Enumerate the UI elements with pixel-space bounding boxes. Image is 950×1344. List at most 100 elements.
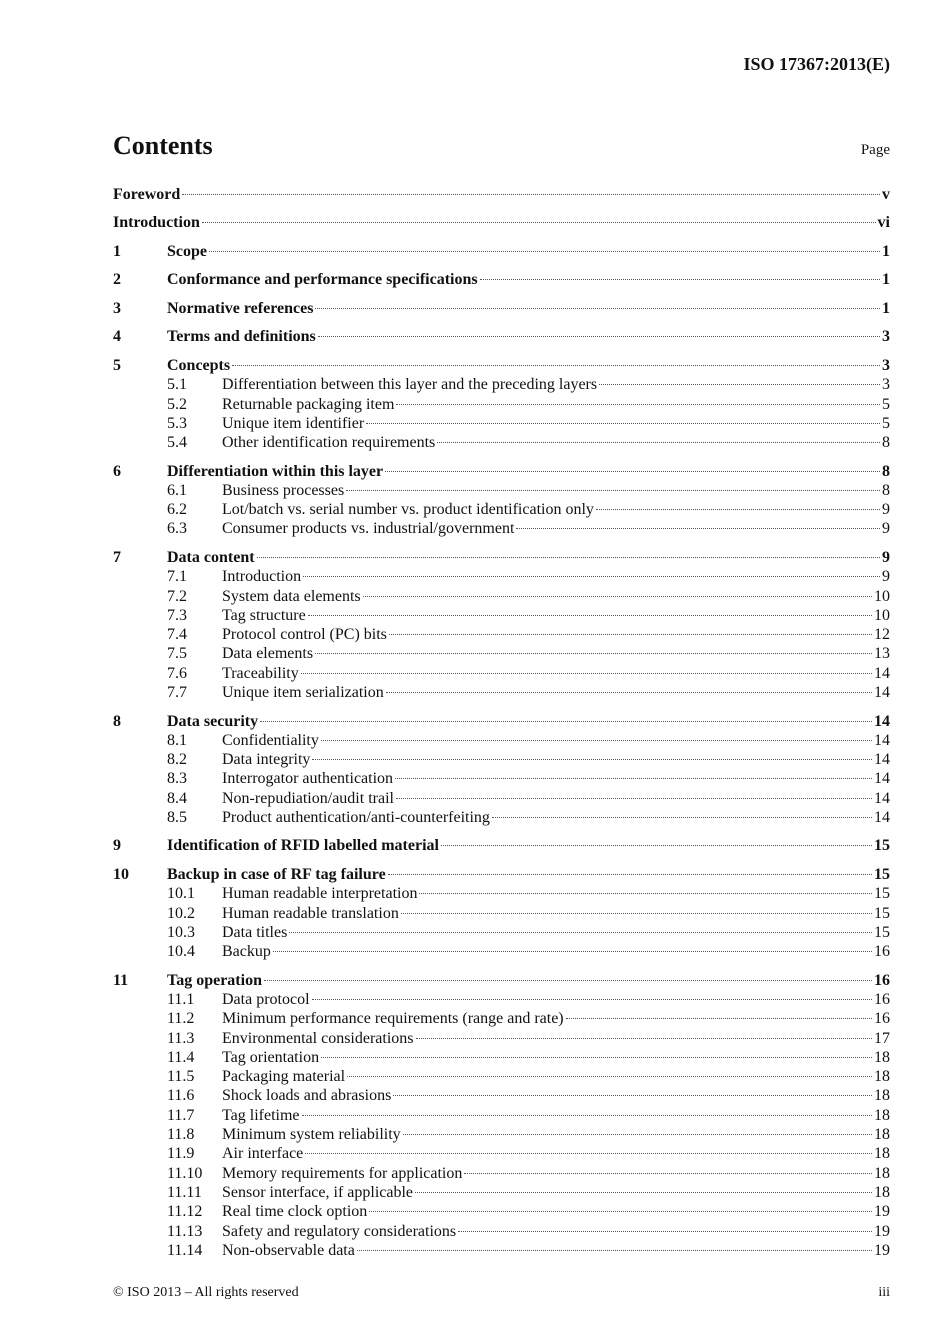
dot-leader	[599, 384, 880, 386]
toc-subentry[interactable]: 11.4 Tag orientation 18	[113, 1048, 890, 1067]
toc-page: 13	[874, 645, 890, 663]
toc-number: 7.6	[167, 664, 187, 682]
toc-entry[interactable]: 2 Conformance and performance specificati…	[113, 270, 890, 289]
toc-page: 9	[882, 568, 890, 586]
toc-subentry[interactable]: 7.5 Data elements 13	[113, 644, 890, 663]
toc-title: Non-observable data	[222, 1241, 355, 1259]
toc-page: 15	[874, 837, 890, 855]
dot-leader	[307, 614, 872, 616]
toc-subentry[interactable]: 11.14 Non-observable data 19	[113, 1241, 890, 1260]
toc-page: 15	[874, 885, 890, 903]
toc-subentry[interactable]: 11.11 Sensor interface, if applicable 18	[113, 1183, 890, 1202]
dot-leader	[356, 1249, 872, 1251]
toc-subentry[interactable]: 10.2 Human readable translation 15	[113, 904, 890, 923]
toc-subentry[interactable]: 6.3 Consumer products vs. industrial/gove…	[113, 519, 890, 538]
toc-subentry[interactable]: 11.12 Real time clock option 19	[113, 1202, 890, 1221]
toc-number: 8.4	[167, 789, 187, 807]
toc-entry[interactable]: Introduction vi	[113, 213, 890, 232]
toc-title: Data titles	[222, 923, 288, 941]
toc-subentry[interactable]: 7.7 Unique item serialization 14	[113, 683, 890, 702]
toc-subentry[interactable]: 11.1 Data protocol 16	[113, 990, 890, 1009]
toc-subentry[interactable]: 7.3 Tag structure 10	[113, 606, 890, 625]
toc-subentry[interactable]: 5.3 Unique item identifier 5	[113, 414, 890, 433]
toc-subentry[interactable]: 11.13 Safety and regulatory consideration…	[113, 1222, 890, 1241]
dot-leader	[393, 1095, 872, 1097]
toc-subentry[interactable]: 6.2 Lot/batch vs. serial number vs. produ…	[113, 500, 890, 519]
toc-subentry[interactable]: 11.6 Shock loads and abrasions 18	[113, 1086, 890, 1105]
toc-entry[interactable]: 9 Identification of RFID labelled materia…	[113, 836, 890, 855]
toc-title: Packaging material	[222, 1068, 346, 1086]
toc-page: 1	[882, 271, 890, 289]
toc-page: 17	[874, 1029, 890, 1047]
toc-entry[interactable]: 8 Data security 14	[113, 712, 890, 731]
toc-subentry[interactable]: 5.4 Other identification requirements 8	[113, 433, 890, 452]
toc-entry[interactable]: 11 Tag operation 16	[113, 971, 890, 990]
toc-subentry[interactable]: 11.7 Tag lifetime 18	[113, 1106, 890, 1125]
toc-title: Human readable translation	[222, 904, 399, 922]
toc-subentry[interactable]: 11.9 Air interface 18	[113, 1144, 890, 1163]
toc-entry[interactable]: 3 Normative references 1	[113, 299, 890, 318]
toc-subentry[interactable]: 8.1 Confidentiality 14	[113, 731, 890, 750]
dot-leader	[263, 979, 872, 981]
toc-number: 11.14	[167, 1241, 203, 1259]
toc-number: 11.2	[167, 1010, 195, 1028]
toc-subentry[interactable]: 11.5 Packaging material 18	[113, 1067, 890, 1086]
toc-title: Memory requirements for application	[222, 1164, 463, 1182]
toc-page: 19	[874, 1241, 890, 1259]
toc-subentry[interactable]: 8.2 Data integrity 14	[113, 750, 890, 769]
dot-leader	[315, 653, 872, 655]
toc-title: Protocol control (PC) bits	[222, 626, 387, 644]
toc-entry[interactable]: 6 Differentiation within this layer 8	[113, 462, 890, 481]
toc-title: Tag operation	[167, 971, 262, 989]
toc-subentry[interactable]: 5.2 Returnable packaging item 5	[113, 395, 890, 414]
toc-entry[interactable]: 10 Backup in case of RF tag failure 15	[113, 865, 890, 884]
dot-leader	[346, 489, 880, 491]
toc-subentry[interactable]: 11.2 Minimum performance requirements (ra…	[113, 1009, 890, 1028]
toc-subentry[interactable]: 11.10 Memory requirements for application…	[113, 1164, 890, 1183]
toc-page: 19	[874, 1222, 890, 1240]
toc-page: 14	[874, 751, 890, 769]
dot-leader	[415, 1037, 872, 1039]
toc-number: 5.3	[167, 414, 187, 432]
toc-number: 11.9	[167, 1145, 195, 1163]
toc-subentry[interactable]: 6.1 Business processes 8	[113, 481, 890, 500]
dot-leader	[595, 509, 880, 511]
toc-subentry[interactable]: 7.4 Protocol control (PC) bits 12	[113, 625, 890, 644]
dot-leader	[301, 1114, 872, 1116]
toc-number: 4	[113, 328, 121, 346]
toc-number: 7	[113, 548, 121, 566]
toc-page: 19	[874, 1203, 890, 1221]
toc-page: 8	[882, 481, 890, 499]
toc-number: 7.5	[167, 645, 187, 663]
toc-subentry[interactable]: 11.3 Environmental considerations 17	[113, 1029, 890, 1048]
toc-entry[interactable]: 4 Terms and definitions 3	[113, 327, 890, 346]
dot-leader	[491, 817, 872, 818]
toc-page: 16	[874, 943, 890, 961]
toc-title: System data elements	[222, 587, 361, 605]
toc-subentry[interactable]: 11.8 Minimum system reliability 18	[113, 1125, 890, 1144]
toc-subentry[interactable]: 8.3 Interrogator authentication 14	[113, 769, 890, 788]
toc-entry[interactable]: 1 Scope 1	[113, 242, 890, 261]
toc-subentry[interactable]: 8.5 Product authentication/anti-counterfe…	[113, 808, 890, 827]
toc-page: 18	[874, 1048, 890, 1066]
dot-leader	[300, 672, 872, 674]
toc-number: 11.8	[167, 1126, 195, 1144]
toc-entry[interactable]: Foreword v	[113, 185, 890, 204]
toc-page: 16	[874, 990, 890, 1008]
toc-subentry[interactable]: 5.1 Differentiation between this layer an…	[113, 375, 890, 394]
dot-leader	[317, 336, 880, 338]
toc-subentry[interactable]: 7.6 Traceability 14	[113, 664, 890, 683]
toc-number: 11.3	[167, 1029, 195, 1047]
toc-subentry[interactable]: 10.1 Human readable interpretation 15	[113, 884, 890, 903]
toc-subentry[interactable]: 10.3 Data titles 15	[113, 923, 890, 942]
toc-title: Unique item serialization	[222, 684, 384, 702]
toc-number: 11	[113, 971, 129, 989]
toc-subentry[interactable]: 7.1 Introduction 9	[113, 567, 890, 586]
toc-entry[interactable]: 7 Data content 9	[113, 548, 890, 567]
toc-number: 11.5	[167, 1068, 195, 1086]
toc-subentry[interactable]: 7.2 System data elements 10	[113, 587, 890, 606]
toc-entry[interactable]: 5 Concepts 3	[113, 356, 890, 375]
toc-subentry[interactable]: 8.4 Non-repudiation/audit trail 14	[113, 789, 890, 808]
toc-title: Minimum system reliability	[222, 1126, 401, 1144]
toc-subentry[interactable]: 10.4 Backup 16	[113, 942, 890, 961]
